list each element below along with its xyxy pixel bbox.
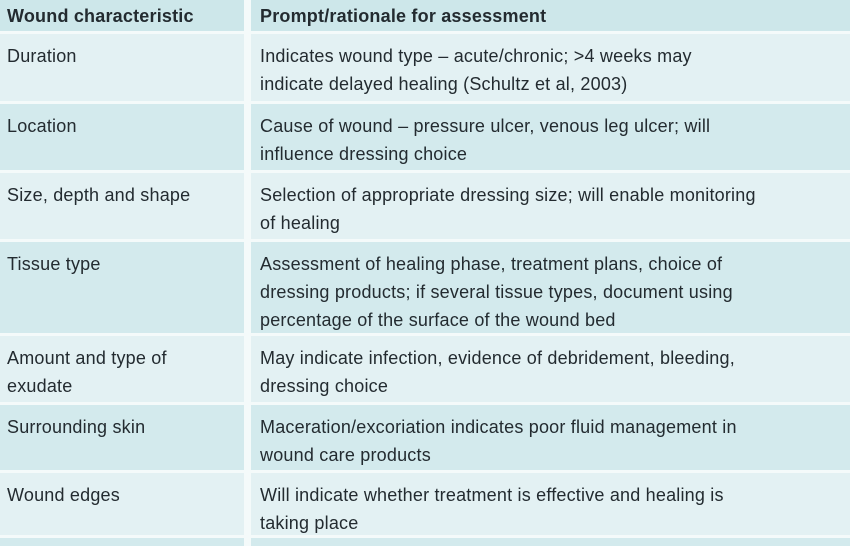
- cell-rationale: Assessment of healing phase, treatment p…: [251, 242, 850, 333]
- cell-rationale: May indicate infection, evidence of debr…: [251, 336, 850, 402]
- cell-text-line: wound care products: [260, 445, 431, 465]
- cell-text-line: Tissue type: [7, 254, 101, 274]
- table-row-wound-edges: Wound edges Will indicate whether treatm…: [0, 473, 850, 535]
- table-header-row: Wound characteristic Prompt/rationale fo…: [0, 0, 850, 31]
- table-row-location: Location Cause of wound – pressure ulcer…: [0, 104, 850, 170]
- cell-characteristic: Location: [0, 104, 244, 170]
- cell-text-line: Will indicate whether treatment is effec…: [260, 485, 724, 505]
- cell-rationale: Selection of appropriate dressing size; …: [251, 173, 850, 239]
- cell-characteristic: Surrounding skin: [0, 405, 244, 470]
- cell-text-line: taking place: [260, 513, 359, 533]
- cell-text-line: Cause of wound – pressure ulcer, venous …: [260, 116, 711, 136]
- header-cell-prompt-rationale: Prompt/rationale for assessment: [251, 0, 850, 31]
- cell-text-line: Amount and type of: [7, 348, 167, 368]
- cell-text-line: influence dressing choice: [260, 144, 468, 164]
- cell-text-line: Wound edges: [7, 485, 120, 505]
- cell-rationale: Indicates wound type – acute/chronic; >4…: [251, 34, 850, 101]
- table-row-exudate: Amount and type of exudate May indicate …: [0, 336, 850, 402]
- cell-text-line: of healing: [260, 213, 341, 233]
- cell-text-line: Indicates wound type – acute/chronic; >4…: [260, 46, 692, 66]
- cell-text-line: dressing choice: [260, 376, 389, 396]
- cell-text-line: May indicate infection, evidence of debr…: [260, 348, 735, 368]
- cell-rationale: Will indicate whether treatment is effec…: [251, 473, 850, 535]
- cell-text-line: Location: [7, 116, 77, 136]
- cell-text-line: indicate delayed healing (Schultz et al,…: [260, 74, 628, 94]
- cell-characteristic: Amount and type of exudate: [0, 336, 244, 402]
- header-cell-wound-characteristic: Wound characteristic: [0, 0, 244, 31]
- cell-characteristic: Tissue type: [0, 242, 244, 333]
- cell-rationale: Maceration/excoriation indicates poor fl…: [251, 405, 850, 470]
- table-row-tissue-type: Tissue type Assessment of healing phase,…: [0, 242, 850, 333]
- cell-text-line: Surrounding skin: [7, 417, 146, 437]
- cell-characteristic: Size, depth and shape: [0, 173, 244, 239]
- cell-characteristic: Duration: [0, 34, 244, 101]
- cell-characteristic: [0, 538, 244, 546]
- cell-text-line: Maceration/excoriation indicates poor fl…: [260, 417, 737, 437]
- cell-text-line: exudate: [7, 376, 73, 396]
- table-row-size-depth-shape: Size, depth and shape Selection of appro…: [0, 173, 850, 239]
- cell-text-line: percentage of the surface of the wound b…: [260, 310, 616, 330]
- table-row-duration: Duration Indicates wound type – acute/ch…: [0, 34, 850, 101]
- cell-text-line: Duration: [7, 46, 77, 66]
- cell-text-line: Size, depth and shape: [7, 185, 191, 205]
- cell-text-line: Selection of appropriate dressing size; …: [260, 185, 756, 205]
- cell-text-line: dressing products; if several tissue typ…: [260, 282, 733, 302]
- cell-rationale: Cause of wound – pressure ulcer, venous …: [251, 104, 850, 170]
- table-row-surrounding-skin: Surrounding skin Maceration/excoriation …: [0, 405, 850, 470]
- cell-characteristic: Wound edges: [0, 473, 244, 535]
- cell-rationale: [251, 538, 850, 546]
- cell-text-line: Assessment of healing phase, treatment p…: [260, 254, 723, 274]
